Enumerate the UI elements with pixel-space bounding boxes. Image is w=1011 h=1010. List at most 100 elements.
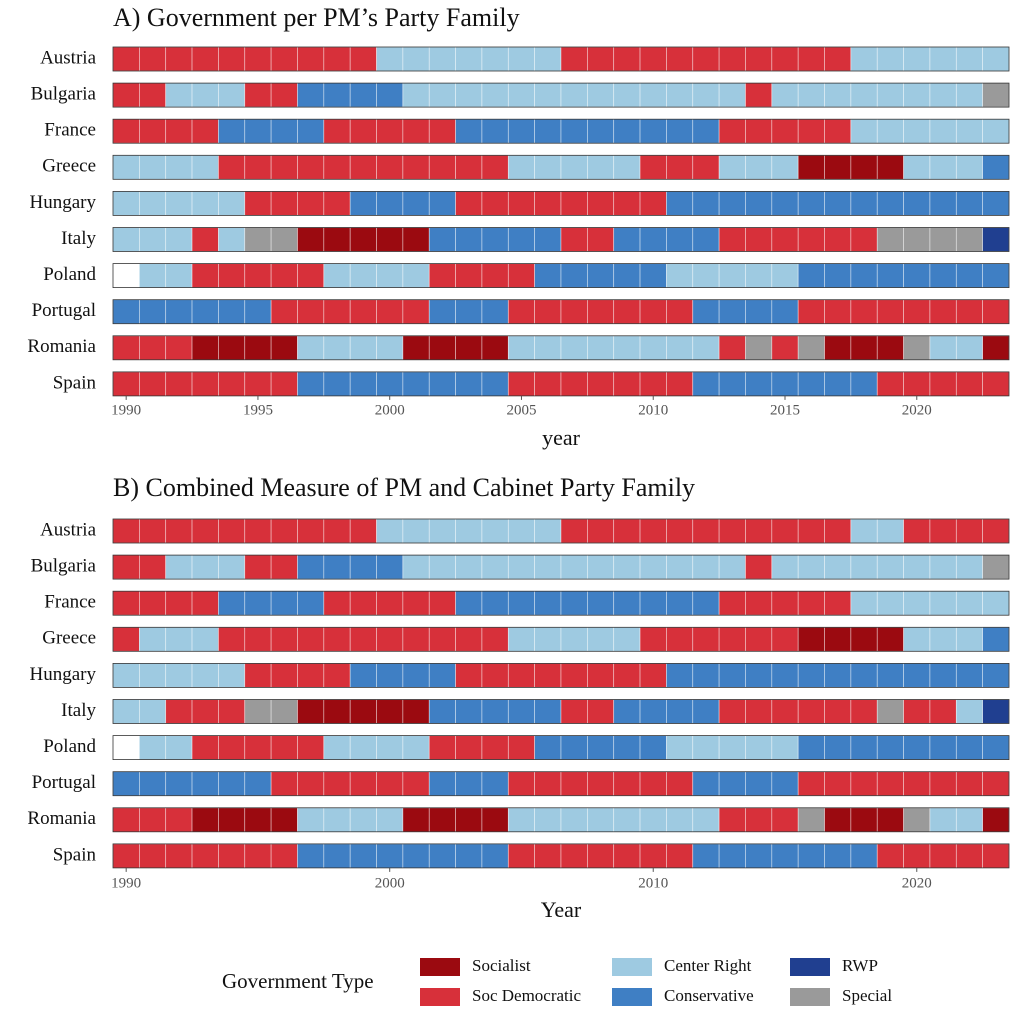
tile	[455, 299, 483, 325]
x-tick-label: 2005	[506, 402, 536, 418]
tile	[876, 82, 904, 108]
tile	[244, 807, 272, 833]
tile	[349, 118, 377, 144]
tile	[718, 699, 746, 724]
tile	[587, 335, 615, 361]
tile	[218, 590, 246, 616]
tile	[244, 371, 272, 397]
tile	[560, 46, 588, 72]
tile	[139, 590, 167, 616]
tile	[139, 299, 167, 325]
tile	[771, 699, 799, 724]
tile	[903, 46, 931, 72]
tile	[428, 590, 456, 616]
tile	[692, 735, 720, 760]
tile	[560, 299, 588, 325]
tile	[718, 771, 746, 797]
tile	[876, 735, 904, 760]
tile	[139, 191, 167, 216]
row-label: Spain	[53, 372, 97, 393]
tile	[270, 626, 298, 652]
tile	[560, 518, 588, 544]
tile	[745, 227, 773, 252]
tile	[139, 46, 167, 72]
tile	[297, 299, 325, 325]
tile	[718, 735, 746, 760]
tile	[349, 335, 377, 361]
tile	[244, 335, 272, 361]
tile	[165, 518, 193, 544]
row-label: France	[44, 120, 96, 141]
tile	[876, 299, 904, 325]
tile	[218, 371, 246, 397]
tile	[428, 843, 456, 869]
tile	[112, 699, 140, 724]
tile	[718, 263, 746, 288]
tile	[481, 626, 509, 652]
tile	[797, 263, 825, 288]
tile	[824, 46, 852, 72]
row-outline	[112, 518, 1010, 544]
tile	[850, 299, 878, 325]
tile	[666, 735, 694, 760]
tile	[112, 626, 140, 652]
tile	[481, 371, 509, 397]
tile	[349, 263, 377, 288]
tile	[244, 46, 272, 72]
tile	[982, 299, 1010, 325]
tile	[534, 699, 562, 724]
tile	[455, 46, 483, 72]
tile	[797, 371, 825, 397]
tile	[692, 590, 720, 616]
tile	[797, 807, 825, 833]
tile	[218, 263, 246, 288]
tile	[718, 335, 746, 361]
tile	[455, 843, 483, 869]
tile	[718, 626, 746, 652]
tile	[850, 371, 878, 397]
tile	[876, 518, 904, 544]
tile	[666, 554, 694, 580]
tile	[402, 46, 430, 72]
tile	[507, 807, 535, 833]
tile	[402, 82, 430, 108]
tile	[718, 46, 746, 72]
tile	[876, 626, 904, 652]
tile	[191, 771, 219, 797]
row-outline	[112, 626, 1010, 652]
tile	[639, 771, 667, 797]
legend-swatch	[612, 958, 652, 976]
tile	[481, 771, 509, 797]
tile	[165, 263, 193, 288]
row-label: Italy	[61, 228, 96, 249]
tile	[639, 299, 667, 325]
tile	[797, 663, 825, 688]
tile	[587, 590, 615, 616]
tile	[455, 371, 483, 397]
tile	[876, 335, 904, 361]
tile	[745, 554, 773, 580]
tile	[929, 263, 957, 288]
tile	[850, 590, 878, 616]
tile	[139, 735, 167, 760]
tile	[297, 82, 325, 108]
tile	[955, 335, 983, 361]
tile	[270, 335, 298, 361]
tile	[270, 263, 298, 288]
tile	[481, 299, 509, 325]
tile	[165, 771, 193, 797]
tile	[218, 335, 246, 361]
tile	[955, 518, 983, 544]
tile	[955, 807, 983, 833]
tile	[560, 263, 588, 288]
row-label: Portugal	[32, 772, 96, 793]
tile	[876, 590, 904, 616]
tile	[745, 735, 773, 760]
tile	[771, 263, 799, 288]
tile	[349, 191, 377, 216]
tile	[929, 590, 957, 616]
tile	[376, 263, 404, 288]
tile	[982, 771, 1010, 797]
tile	[982, 626, 1010, 652]
tile	[560, 335, 588, 361]
